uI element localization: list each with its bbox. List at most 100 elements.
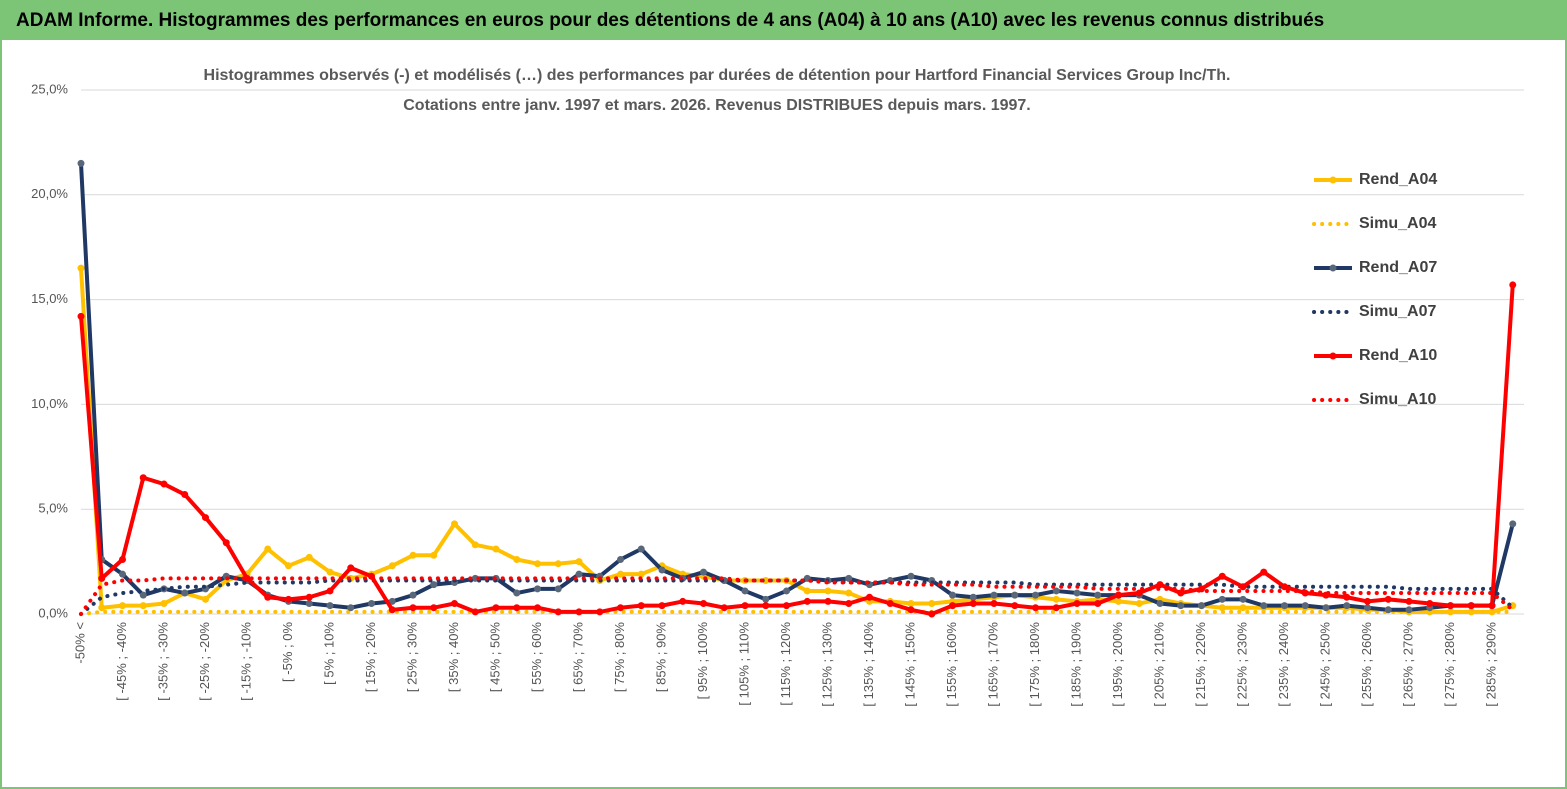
point [1467, 608, 1475, 616]
point [326, 568, 334, 576]
point [77, 264, 85, 272]
legend-marker [1329, 352, 1337, 360]
point [534, 560, 541, 568]
point [1115, 597, 1122, 605]
point [803, 587, 811, 595]
legend-label: Simu_A10 [1359, 391, 1436, 408]
point [305, 600, 313, 608]
legend-label: Rend_A04 [1359, 171, 1437, 188]
point [285, 562, 292, 570]
point [1156, 600, 1164, 608]
point [845, 574, 853, 582]
point [98, 604, 106, 612]
point [1052, 587, 1060, 595]
y-tick-label: 15,0% [31, 291, 68, 306]
point [741, 587, 749, 595]
point [1281, 583, 1288, 591]
point [969, 600, 977, 608]
point [347, 564, 355, 572]
point [1426, 600, 1434, 608]
point [1094, 591, 1102, 599]
x-tick-label: [ 175% ; 180% [1027, 622, 1042, 707]
point [98, 574, 106, 582]
point [575, 608, 583, 616]
y-tick-label: 0,0% [38, 605, 68, 620]
point [1032, 604, 1039, 612]
y-tick-label: 5,0% [38, 501, 68, 516]
point [1509, 281, 1517, 289]
point [305, 553, 313, 561]
point [513, 589, 521, 597]
point [762, 595, 770, 603]
point [160, 600, 168, 608]
header-title: ADAM Informe. Histogrammes des performan… [2, 2, 1565, 40]
point [451, 520, 458, 528]
x-tick-label: [ 285% ; 290% [1483, 622, 1498, 707]
point [513, 556, 521, 564]
point [534, 604, 541, 612]
x-tick-label: [ 185% ; 190% [1068, 622, 1083, 707]
point [845, 600, 853, 608]
point [1073, 600, 1081, 608]
point [1488, 602, 1496, 610]
point [762, 576, 770, 584]
point [554, 608, 562, 616]
x-tick-label: [ 265% ; 270% [1400, 622, 1415, 707]
point [1218, 572, 1226, 580]
x-tick-label: [ -15% ; -10% [238, 622, 253, 701]
point [409, 604, 417, 612]
point [1509, 520, 1517, 528]
point [617, 556, 624, 564]
x-tick-label: [ 145% ; 150% [902, 622, 917, 707]
point [1239, 583, 1247, 591]
point [451, 600, 458, 608]
point [1260, 568, 1268, 576]
point [305, 593, 313, 601]
point [347, 604, 355, 612]
point [181, 589, 189, 597]
point [824, 587, 832, 595]
legend-label: Simu_A07 [1359, 303, 1436, 320]
point [264, 545, 272, 553]
point [77, 159, 85, 167]
point [368, 600, 375, 608]
point [1301, 602, 1309, 610]
x-tick-label: [ 155% ; 160% [944, 622, 959, 707]
legend-label: Rend_A07 [1359, 259, 1437, 276]
point [1260, 602, 1268, 610]
point [1384, 595, 1392, 603]
point [1032, 591, 1039, 599]
point [803, 597, 811, 605]
point [409, 591, 417, 599]
point [471, 574, 479, 582]
point [990, 600, 998, 608]
x-tick-label: [ 55% ; 60% [529, 622, 544, 693]
point [949, 591, 956, 599]
point [222, 539, 230, 547]
y-tick-label: 25,0% [31, 81, 68, 96]
point [1218, 595, 1226, 603]
point [430, 551, 438, 559]
y-tick-label: 20,0% [31, 186, 68, 201]
point [1384, 606, 1392, 614]
point [1156, 581, 1164, 589]
x-tick-label: [ 195% ; 200% [1110, 622, 1125, 707]
x-tick-label: [ 5% ; 10% [321, 622, 336, 685]
point [471, 541, 479, 549]
x-tick-label: [ 135% ; 140% [861, 622, 876, 707]
legend-label: Rend_A10 [1359, 347, 1437, 364]
point [783, 587, 790, 595]
point [658, 566, 666, 574]
point [949, 602, 956, 610]
point [741, 602, 749, 610]
point [637, 570, 645, 578]
point [575, 558, 583, 566]
point [1218, 604, 1226, 612]
x-tick-label: [ 245% ; 250% [1317, 622, 1332, 707]
x-tick-label: [ 215% ; 220% [1193, 622, 1208, 707]
point [720, 604, 728, 612]
point [430, 581, 438, 589]
x-tick-label: [ 225% ; 230% [1234, 622, 1249, 707]
point [824, 597, 832, 605]
